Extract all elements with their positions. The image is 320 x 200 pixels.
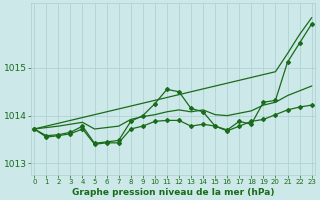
X-axis label: Graphe pression niveau de la mer (hPa): Graphe pression niveau de la mer (hPa) [72, 188, 274, 197]
